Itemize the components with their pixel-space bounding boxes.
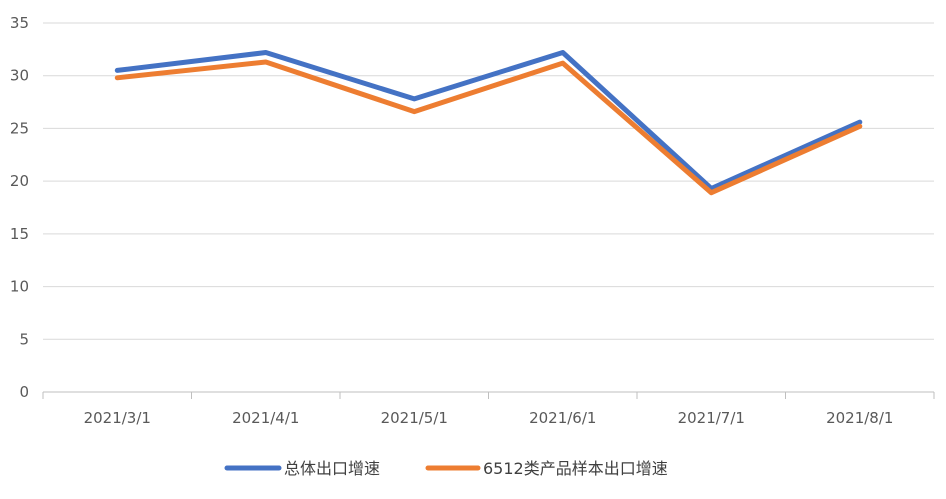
y-tick-label: 5 <box>19 330 29 348</box>
x-tick-label: 2021/5/1 <box>381 409 448 427</box>
series-lines <box>117 52 860 192</box>
y-tick-label: 35 <box>10 14 29 32</box>
x-tick-label: 2021/8/1 <box>826 409 893 427</box>
y-tick-label: 10 <box>10 278 29 296</box>
x-tick-label: 2021/3/1 <box>84 409 151 427</box>
legend-label: 6512类产品样本出口增速 <box>483 459 668 478</box>
x-tick-label: 2021/7/1 <box>678 409 745 427</box>
y-tick-label: 0 <box>19 383 29 401</box>
y-tick-label: 20 <box>10 172 29 190</box>
x-axis <box>43 392 934 399</box>
series-line-1 <box>117 53 860 189</box>
y-axis-ticks: 0 5 10 15 20 25 30 35 <box>10 14 29 401</box>
legend: 总体出口增速 6512类产品样本出口增速 <box>227 459 668 478</box>
x-axis-ticks: 2021/3/1 2021/4/1 2021/5/1 2021/6/1 2021/7/1… <box>84 409 894 427</box>
y-tick-label: 30 <box>10 67 29 85</box>
x-tick-label: 2021/4/1 <box>232 409 299 427</box>
x-tick-label: 2021/6/1 <box>529 409 596 427</box>
y-tick-label: 15 <box>10 225 29 243</box>
legend-label: 总体出口增速 <box>284 459 380 478</box>
y-tick-label: 25 <box>10 119 29 137</box>
